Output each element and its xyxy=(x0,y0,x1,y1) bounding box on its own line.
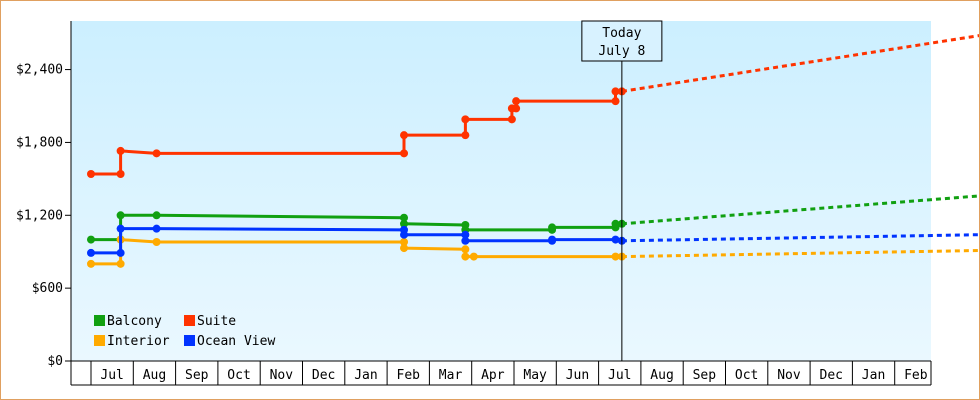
legend-label: Balcony xyxy=(107,314,162,329)
series-point-suite xyxy=(611,87,620,96)
x-tick-label: Jan xyxy=(354,368,377,383)
legend-swatch xyxy=(184,315,195,326)
series-point-suite xyxy=(507,115,516,124)
series-point-suite xyxy=(611,97,620,106)
plot-background xyxy=(71,21,931,361)
today-label: Today xyxy=(602,26,641,41)
x-tick-label: Dec xyxy=(820,368,843,383)
series-point-suite xyxy=(512,97,521,106)
series-point-suite xyxy=(512,104,521,113)
series-point-suite xyxy=(116,146,125,155)
x-tick-label: Nov xyxy=(777,368,801,383)
x-tick-label: Sep xyxy=(693,368,717,383)
series-point-balcony xyxy=(116,211,125,220)
series-point-interior xyxy=(400,244,409,253)
legend-swatch xyxy=(94,335,105,346)
series-point-interior xyxy=(116,259,125,268)
x-axis: Jul Aug Sep Oct Nov Dec Jan Feb Mar Apr May Jun Jul A… xyxy=(70,360,932,386)
series-point-suite xyxy=(400,131,409,140)
series-point-balcony xyxy=(152,211,161,220)
series-point-suite xyxy=(152,149,161,158)
x-tick-label: Sep xyxy=(185,368,209,383)
series-line-ocean-view xyxy=(91,227,623,255)
y-tick-label: $0 xyxy=(47,354,63,369)
series-point-ocean-view xyxy=(611,235,620,244)
series-point-ocean-view xyxy=(116,224,125,233)
legend-label: Ocean View xyxy=(197,334,275,349)
y-tick-label: $1,200 xyxy=(16,208,63,223)
series-point-balcony xyxy=(548,223,557,232)
x-tick-label: Jun xyxy=(566,368,589,383)
y-tick-label: $2,400 xyxy=(16,63,63,78)
legend-label: Suite xyxy=(197,314,236,329)
series-point-ocean-view xyxy=(461,236,470,245)
series-point-interior xyxy=(461,245,470,254)
x-tick-label: Oct xyxy=(735,368,758,383)
series-point-balcony xyxy=(400,219,409,228)
legend-label: Interior xyxy=(107,334,170,349)
x-tick-label: Oct xyxy=(227,368,250,383)
series-point-interior xyxy=(87,259,95,268)
series-point-interior xyxy=(611,252,620,261)
x-tick-label: Jul xyxy=(100,368,123,383)
series-point-suite xyxy=(461,115,470,124)
x-tick-label: Apr xyxy=(481,368,505,383)
x-tick-label: Mar xyxy=(439,368,463,383)
y-axis: $0 $600 $1,200 $1,800 $2,400 xyxy=(16,21,72,369)
series-point-balcony xyxy=(611,219,620,228)
today-date: July 8 xyxy=(598,44,645,59)
series-point-ocean-view xyxy=(548,235,557,244)
x-tick-label: Aug xyxy=(143,368,166,383)
series-projection-suite xyxy=(621,34,979,93)
series-point-ocean-view xyxy=(152,224,161,233)
series-point-ocean-view xyxy=(461,230,470,239)
series-projection-ocean-view xyxy=(621,233,979,243)
series-point-suite xyxy=(116,170,125,178)
series-point-interior xyxy=(400,238,409,246)
today-box xyxy=(581,20,663,62)
series-point-suite xyxy=(400,149,409,158)
x-tick-label: Dec xyxy=(312,368,335,383)
x-tick-label: Aug xyxy=(650,368,673,383)
series-group xyxy=(87,34,979,268)
series-point-interior xyxy=(152,238,161,246)
legend-swatch xyxy=(94,315,105,326)
series-point-ocean-view xyxy=(116,248,125,257)
x-tick-label: Feb xyxy=(904,368,928,383)
x-tick-label: Jan xyxy=(862,368,885,383)
x-tick-label: Feb xyxy=(397,368,421,383)
series-projection-interior xyxy=(621,249,979,259)
series-point-suite xyxy=(461,131,470,140)
series-point-ocean-view xyxy=(87,248,95,257)
x-tick-label: May xyxy=(523,368,547,383)
y-tick-label: $600 xyxy=(32,281,63,296)
series-point-ocean-view xyxy=(400,230,409,239)
x-tick-label: Nov xyxy=(270,368,294,383)
x-tick-label: Jul xyxy=(608,368,631,383)
series-projection-balcony xyxy=(621,194,979,226)
series-point-balcony xyxy=(87,235,95,244)
series-point-suite xyxy=(87,170,95,178)
today-marker: Today July 8 xyxy=(581,20,663,361)
y-tick-label: $1,800 xyxy=(16,135,63,150)
series-point-interior xyxy=(469,252,478,261)
legend: Balcony Suite Interior Ocean View xyxy=(94,314,275,349)
legend-swatch xyxy=(184,335,195,346)
series-point-balcony xyxy=(400,213,409,222)
series-point-interior xyxy=(461,252,470,261)
